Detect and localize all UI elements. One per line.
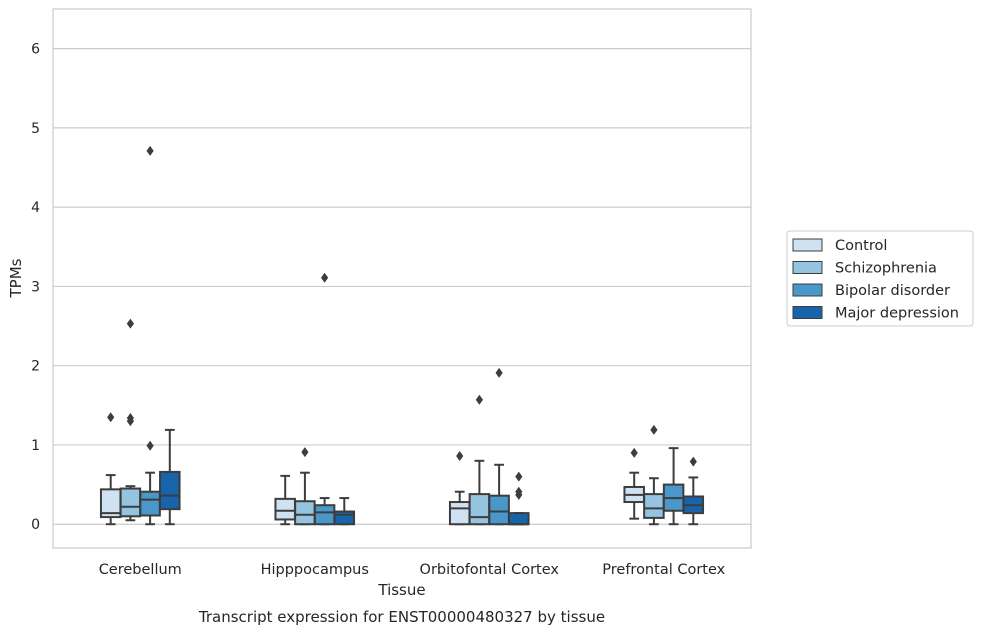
outlier-point [146,145,154,156]
outlier-point [126,318,134,329]
x-tick-label: Prefrontal Cortex [602,562,725,578]
legend-swatch [792,238,823,252]
outlier-point [107,412,115,423]
outlier-point [321,272,329,283]
x-axis-label: Tissue [377,581,425,599]
box [294,500,316,526]
outlier-point [515,471,523,482]
y-tick-label: 1 [31,438,40,454]
box [448,501,471,526]
outlier-point [456,451,464,462]
box [333,510,356,526]
category-group [274,272,356,526]
y-tick-label: 4 [31,200,40,216]
box-groups [99,145,705,526]
outlier-point [650,424,658,435]
box [159,470,181,511]
box [468,493,491,526]
outlier-point [301,447,309,458]
outlier-point [495,367,503,378]
x-tick-label: Orbitofontal Cortex [420,562,560,578]
outlier-point [515,489,523,500]
category-group [99,145,181,526]
legend-swatch [792,306,823,319]
y-tick-label: 6 [31,42,40,58]
y-tick-label: 5 [31,121,40,137]
plot-background [53,9,751,548]
plot-frame [52,8,752,549]
x-tick-label: Hipppocampus [261,562,369,578]
legend-label: Control [835,238,887,254]
outlier-point [146,440,154,451]
outlier-point [630,447,638,458]
box [488,494,510,526]
category-group [448,367,530,526]
box [313,504,336,526]
box [119,487,142,518]
box [274,497,296,521]
box [139,490,161,517]
legend-swatch [792,261,823,274]
chart-caption: Transcript expression for ENST0000048032… [198,608,605,626]
outlier-point [475,394,483,405]
y-tick-label: 3 [31,279,40,295]
category-group [623,424,705,526]
legend-swatch [792,283,823,297]
box [508,512,530,526]
legend: Control Schizophrenia Bipolar disorder Majo… [786,230,974,327]
legend-label: Bipolar disorder [835,283,950,299]
y-tick-label: 2 [31,359,40,375]
box [643,493,665,519]
legend-label: Schizophrenia [835,261,937,277]
x-tick-label: Cerebellum [99,562,182,578]
x-tick-labels: Cerebellum Hipppocampus Orbitofontal Corte… [99,562,726,578]
y-tick-labels: 0 1 2 3 4 5 6 [31,42,40,534]
outlier-point [126,416,134,427]
outlier-point [689,456,697,467]
y-axis-label: TPMs [7,258,25,298]
y-tick-label: 0 [31,517,40,533]
legend-frame [786,230,974,327]
legend-label: Major depression [835,306,959,322]
